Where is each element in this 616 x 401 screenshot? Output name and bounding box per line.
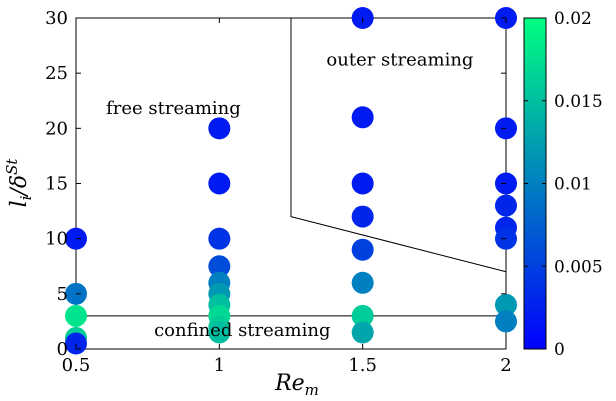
y-axis-label: li/δSt: [3, 158, 35, 208]
y-axis-label-sup: St: [3, 158, 21, 175]
y-tick-label: 20: [45, 118, 68, 139]
data-point: [351, 238, 374, 261]
outer-boundary: [290, 18, 507, 273]
data-point: [495, 194, 517, 217]
y-tick-label: 5: [57, 284, 68, 305]
region-labels: free streaming outer streaming confined st…: [106, 49, 473, 340]
colorbar-tick-label: 0.01: [554, 175, 592, 195]
data-point: [351, 172, 374, 195]
colorbar-tick-label: 0.015: [554, 92, 603, 112]
y-tick-label: 30: [45, 8, 68, 29]
data-point: [351, 271, 374, 294]
x-tick-label: 0.5: [62, 355, 91, 376]
data-point: [208, 227, 231, 250]
y-axis-label-main: l: [7, 200, 32, 207]
data-point: [351, 321, 374, 344]
x-axis-label-main: Re: [274, 371, 305, 396]
data-point: [208, 172, 231, 195]
y-axis-label-sub: i: [17, 195, 35, 200]
data-point: [65, 332, 87, 355]
data-point: [208, 321, 231, 344]
data-point: [495, 310, 517, 333]
y-tick-label: 25: [45, 63, 68, 84]
colorbar-ticks: 0 0.005 0.01 0.015 0.02: [524, 9, 603, 360]
region-label: confined streaming: [154, 320, 330, 341]
x-axis-label: Rem: [274, 371, 319, 399]
data-point: [495, 293, 517, 316]
region-label: outer streaming: [326, 49, 473, 70]
x-tick-label: 2: [500, 355, 511, 376]
y-tick-label: 10: [45, 229, 68, 250]
data-point: [351, 106, 374, 129]
colorbar-tick-label: 0: [554, 340, 565, 360]
colorbar-tick-label: 0.005: [554, 257, 603, 277]
y-tick-label: 15: [45, 174, 68, 195]
x-tick-label: 1: [214, 355, 225, 376]
x-axis-label-sub: m: [305, 381, 319, 399]
x-axis: 0.5 1 1.5 2: [62, 18, 512, 376]
data-point: [351, 205, 374, 228]
y-axis: 0 5 10 15 20 25 30: [45, 8, 506, 360]
region-boundaries: [76, 18, 507, 317]
y-axis-label-slash: /δ: [7, 175, 32, 198]
colorbar-tick-label: 0.02: [554, 9, 592, 29]
data-point: [65, 304, 87, 327]
data-point: [208, 117, 231, 140]
y-tick-label: 0: [57, 339, 68, 360]
region-label: free streaming: [106, 98, 241, 119]
data-point: [208, 255, 231, 278]
x-tick-label: 1.5: [348, 355, 377, 376]
data-point: [351, 304, 374, 327]
